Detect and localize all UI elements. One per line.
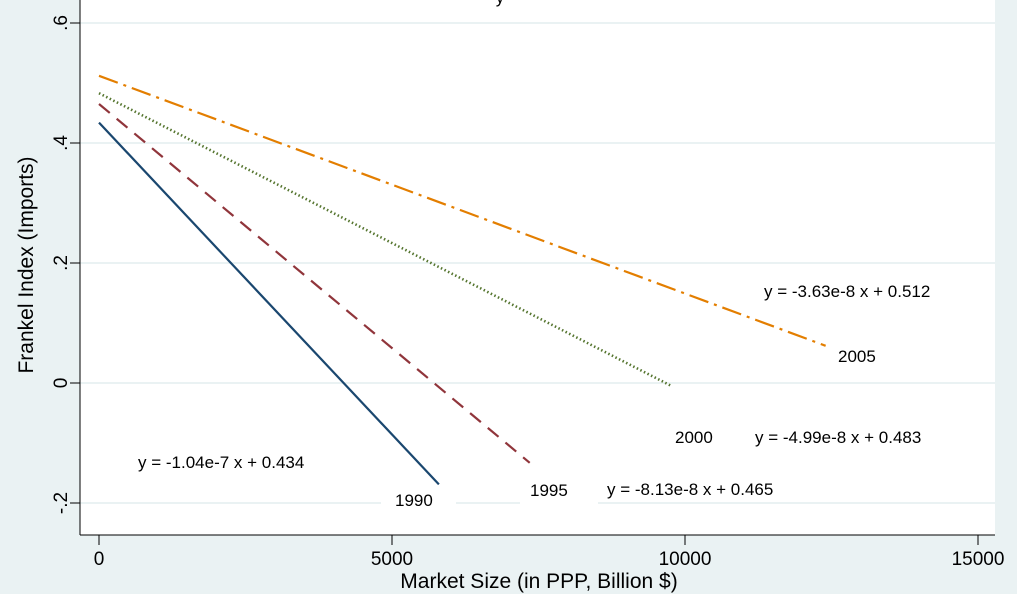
series-line-2005 [98, 74, 827, 347]
series-line-2000 [98, 92, 671, 387]
equation-label-2005: y = -3.63e-8 x + 0.512 [764, 282, 930, 301]
year-label-2000: 2000 [675, 428, 713, 447]
plot-area [80, 0, 995, 535]
x-tick-label: 10000 [659, 549, 712, 570]
chart-title-fragment: y [496, 0, 505, 7]
y-tick-label: 0 [51, 378, 72, 389]
year-label-box-1990 [381, 485, 456, 524]
y-tick-label: .2 [51, 255, 72, 271]
year-label-1995: 1995 [530, 481, 568, 500]
equation-label-2000: y = -4.99e-8 x + 0.483 [755, 428, 921, 447]
y-tick-label: .4 [51, 135, 72, 151]
x-axis-title: Market Size (in PPP, Billion $) [400, 570, 677, 593]
y-axis-title: Frankel Index (Imports) [15, 156, 38, 373]
x-axis: 0 5000 10000 15000 [80, 534, 1005, 570]
equation-label-1990: y = -1.04e-7 x + 0.434 [138, 453, 304, 472]
year-label-1990: 1990 [395, 491, 433, 510]
x-tick-label: 0 [94, 549, 105, 570]
year-label-box-1995 [520, 474, 598, 504]
annotations: y = -1.04e-7 x + 0.434 1990 y = -8.13e-8 x… [138, 282, 930, 524]
y-axis: -.2 0 .2 .4 .6 [51, 0, 81, 535]
y-tick-label: .6 [51, 15, 72, 31]
series-line-1990 [98, 121, 440, 486]
year-label-2005: 2005 [838, 347, 876, 366]
series-line-1995 [98, 103, 531, 464]
y-tick-label: -.2 [51, 492, 72, 514]
x-tick-label: 5000 [371, 549, 413, 570]
x-tick-label: 15000 [952, 549, 1005, 570]
series-lines [98, 74, 827, 486]
equation-label-1995: y = -8.13e-8 x + 0.465 [607, 480, 773, 499]
